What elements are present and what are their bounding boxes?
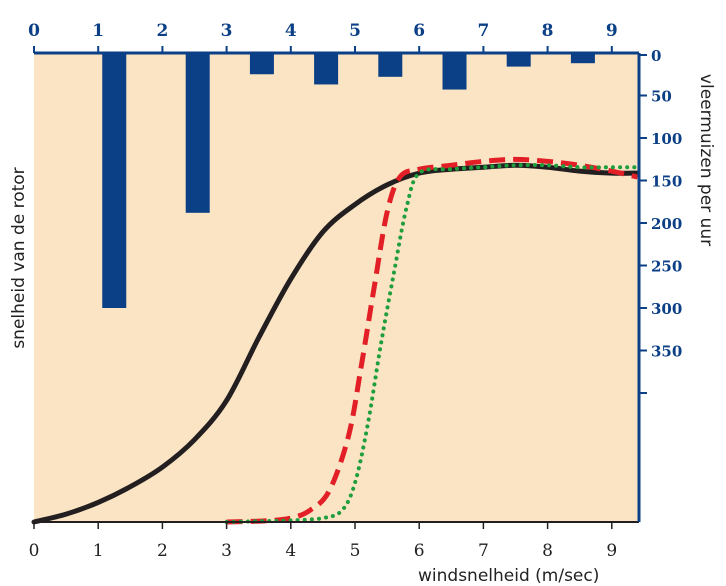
- right-tick-label: 0: [651, 47, 661, 65]
- bottom-tick-label: 4: [285, 541, 296, 561]
- plot-area: [34, 53, 639, 522]
- top-tick-label: 1: [92, 21, 104, 41]
- right-tick-label: 50: [651, 88, 672, 106]
- dashed-curve: [226, 156, 639, 525]
- x-axis-title: windsnelheid (m/sec): [418, 566, 599, 586]
- top-tick-label: 6: [413, 21, 425, 41]
- top-tick-label: 7: [477, 21, 489, 41]
- top-tick-label: 3: [221, 21, 233, 41]
- right-tick-label: 250: [651, 258, 682, 276]
- bar-6: [442, 53, 467, 90]
- right-tick-label: 350: [651, 343, 682, 361]
- bottom-tick-label: 8: [542, 541, 553, 561]
- bottom-tick-label: 3: [221, 541, 232, 561]
- bar-4: [314, 53, 339, 85]
- bottom-tick-label: 0: [29, 541, 40, 561]
- bottom-tick-label: 5: [350, 541, 361, 561]
- right-tick-label: 300: [651, 300, 682, 318]
- top-tick-label: 8: [542, 21, 554, 41]
- right-axis-title: vleermuizen per uur: [696, 74, 716, 246]
- top-tick-label: 0: [28, 21, 40, 41]
- bar-7: [506, 53, 531, 67]
- bar-1: [102, 53, 127, 308]
- top-tick-label: 9: [606, 21, 618, 41]
- top-tick-label: 4: [285, 21, 297, 41]
- bottom-tick-label: 6: [414, 541, 425, 561]
- right-tick-label: 150: [651, 173, 682, 191]
- bottom-tick-label: 2: [157, 541, 168, 561]
- bar-3: [249, 53, 274, 75]
- right-tick-label: 100: [651, 130, 682, 148]
- solid-curve: [31, 162, 640, 525]
- top-tick-label: 2: [156, 21, 168, 41]
- left-axis-title: snelheid van de rotor: [9, 167, 29, 348]
- bar-8: [570, 53, 595, 64]
- bottom-tick-label: 7: [478, 541, 489, 561]
- top-tick-label: 5: [349, 21, 361, 41]
- dotted-curve: [224, 163, 640, 524]
- bottom-tick-label: 9: [606, 541, 617, 561]
- right-tick-label: 200: [651, 215, 682, 233]
- bar-5: [378, 53, 403, 77]
- bar-2: [185, 53, 210, 213]
- bottom-tick-label: 1: [93, 541, 104, 561]
